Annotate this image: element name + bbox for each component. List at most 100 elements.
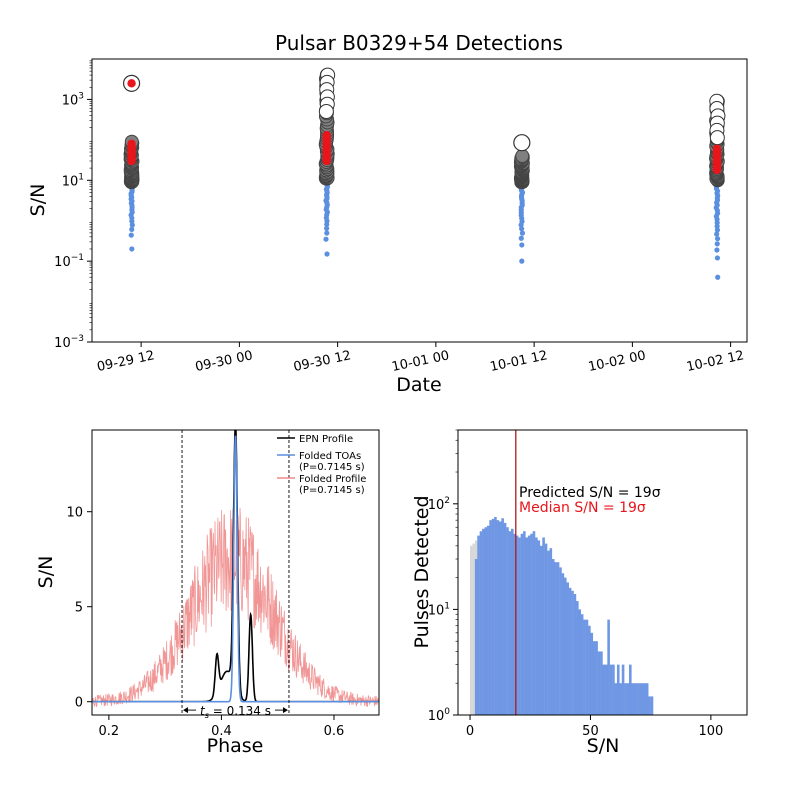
y-tick-label-exp: −1 xyxy=(71,253,84,263)
histogram-bar xyxy=(551,559,555,715)
histogram-bar xyxy=(621,664,625,715)
histogram-bar xyxy=(597,651,601,715)
legend-label: Folded TOAs xyxy=(299,451,361,462)
phase-y-axis-label: S/N xyxy=(35,556,57,589)
histogram-bar xyxy=(607,619,610,715)
histogram-bar xyxy=(585,619,589,715)
top-chart-title: Pulsar B0329+54 Detections xyxy=(275,31,563,55)
histogram-bar xyxy=(510,528,514,715)
histogram-bar xyxy=(559,567,562,715)
histogram-bar xyxy=(588,625,591,715)
histogram-bar xyxy=(527,535,531,715)
toa-point xyxy=(323,236,329,242)
hist-y-tick-label: 102 xyxy=(428,496,450,513)
hist-y-tick-label-base: 10 xyxy=(428,709,445,724)
histogram-bar xyxy=(633,683,637,715)
histogram-bar xyxy=(518,537,521,715)
histogram-axes-frame xyxy=(457,429,748,716)
histogram-bar xyxy=(532,531,536,715)
folded-toas-line xyxy=(92,435,379,703)
hist-y-tick-label-base: 10 xyxy=(428,498,445,513)
hist-x-tick-label: 0 xyxy=(466,724,474,739)
histogram-bar xyxy=(513,533,516,715)
pulse-width-text: ts = 0.134 s xyxy=(200,704,271,720)
histogram-bar xyxy=(530,533,533,715)
histogram-bar xyxy=(537,540,541,715)
bright-detection xyxy=(318,103,334,119)
histogram-bar xyxy=(520,533,524,715)
toa-point xyxy=(519,258,525,264)
toa-point xyxy=(714,241,720,247)
histogram-y-axis-label: Pulses Detected xyxy=(411,495,433,648)
y-tick-label-base: 10 xyxy=(62,93,79,108)
histogram-bar xyxy=(563,577,567,715)
y-tick-label-exp: 1 xyxy=(78,172,84,182)
epoch-2 xyxy=(513,134,531,264)
histogram-bar xyxy=(491,518,495,715)
histogram-bar xyxy=(566,582,569,715)
histogram-bar xyxy=(501,518,504,715)
toa-point xyxy=(128,232,134,238)
hist-y-tick-label-exp: 0 xyxy=(444,707,450,717)
hist-y-tick-label-exp: 2 xyxy=(444,496,450,506)
histogram-bar xyxy=(498,521,502,715)
epoch-1 xyxy=(318,67,336,257)
y-tick-label-exp: −3 xyxy=(71,334,84,344)
histogram-bar xyxy=(525,537,529,715)
x-tick-label: 09-29 12 xyxy=(96,348,156,375)
phase-x-tick-label: 0.4 xyxy=(211,724,232,739)
predicted-sn-label: Predicted S/N = 19σ xyxy=(519,485,661,501)
histogram-bar-gray xyxy=(472,543,475,715)
histogram-bar xyxy=(547,550,550,715)
histogram-bar xyxy=(556,562,560,715)
phase-y-tick-label: 10 xyxy=(66,506,83,521)
x-tick-label: 10-01 12 xyxy=(489,348,549,375)
hist-x-tick-label: 100 xyxy=(698,724,723,739)
hist-x-tick-label: 50 xyxy=(582,724,599,739)
phase-x-tick-label: 0.6 xyxy=(324,724,345,739)
histogram-bar-gray xyxy=(470,545,473,715)
phase-y-ticks: 0 5 10 xyxy=(66,506,92,711)
histogram-bar xyxy=(626,683,630,715)
toa-point xyxy=(324,230,330,236)
annotation-arrowhead-left xyxy=(183,707,189,714)
histogram-bar xyxy=(628,664,632,715)
pulse-width-annotation: ts = 0.134 s xyxy=(183,704,288,720)
legend-label: EPN Profile xyxy=(299,434,353,445)
histogram-bar xyxy=(489,520,492,715)
bright-detection xyxy=(709,130,725,146)
histogram-bar xyxy=(571,590,574,715)
y-tick-label: 101 xyxy=(62,172,84,189)
histogram-bar xyxy=(580,614,584,715)
histogram-bar xyxy=(496,520,500,715)
histogram-bar xyxy=(648,696,651,715)
phase-x-ticks: 0.2 0.4 0.6 xyxy=(99,715,345,739)
histogram-bar xyxy=(561,573,565,715)
toa-point xyxy=(714,247,720,253)
histogram-bar xyxy=(549,548,553,715)
histogram-bar xyxy=(616,664,620,715)
pulse-width-subscript: s xyxy=(205,711,209,720)
toa-point xyxy=(324,251,330,257)
histogram-bar xyxy=(600,651,603,715)
histogram-bar xyxy=(604,664,608,715)
histogram-bar xyxy=(523,531,526,715)
epoch-0 xyxy=(122,74,141,252)
histogram-bar xyxy=(503,522,507,715)
y-tick-label: 103 xyxy=(62,91,84,108)
histogram-bar xyxy=(590,632,594,715)
toa-point xyxy=(715,274,721,280)
histogram-x-ticks: 0 50 100 xyxy=(466,715,723,739)
phase-x-axis-label: Phase xyxy=(207,735,264,757)
top-x-axis-label: Date xyxy=(396,374,441,396)
folded-profile-line xyxy=(92,507,379,708)
x-tick-label: 10-02 00 xyxy=(587,348,647,375)
median-point xyxy=(127,139,136,148)
top-y-axis-label: S/N xyxy=(27,184,49,217)
median-point xyxy=(127,79,136,88)
histogram-bar xyxy=(477,535,480,715)
x-tick-label: 09-30 12 xyxy=(292,348,352,375)
phase-y-tick-label: 0 xyxy=(75,696,83,711)
